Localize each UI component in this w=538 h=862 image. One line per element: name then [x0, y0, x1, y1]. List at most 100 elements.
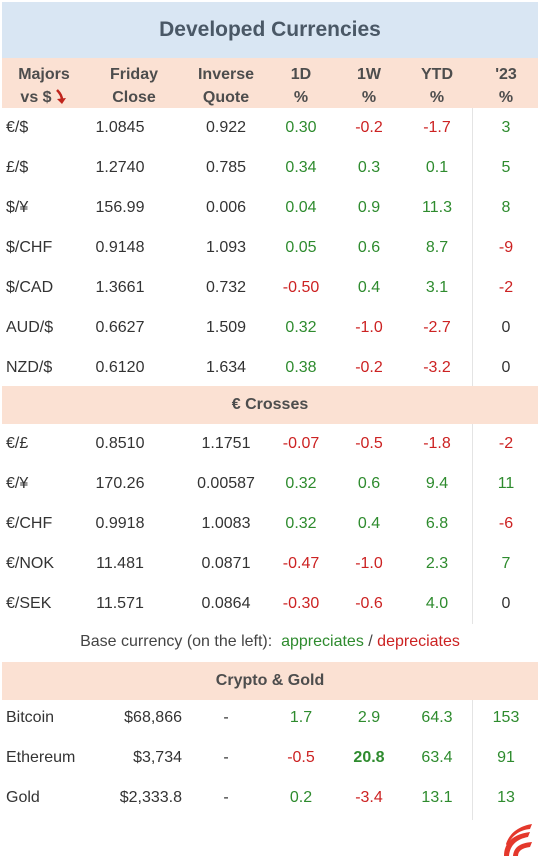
column-header-row: Majors vs $ Friday Close Inverse Quote 1…: [2, 58, 538, 108]
change-ytd: -3.2: [423, 359, 451, 376]
inverse-quote: -: [223, 789, 229, 806]
col-inverse-line1: Inverse: [197, 66, 255, 83]
change-2023: 7: [501, 555, 511, 572]
table-title: Developed Currencies: [159, 18, 381, 41]
change-1d: 1.7: [289, 709, 313, 726]
column-divider: [472, 424, 473, 624]
asset-name: Bitcoin: [6, 709, 55, 726]
change-1w: 20.8: [353, 749, 385, 766]
pair-name: $/CHF: [6, 239, 53, 256]
change-1d: -0.5: [287, 749, 315, 766]
change-2023: 5: [501, 159, 511, 176]
inverse-quote: -: [223, 749, 229, 766]
table-row: Gold $2,333.8 - 0.2 -3.4 13.1 13: [2, 778, 538, 818]
change-1w: 0.9: [357, 199, 381, 216]
change-2023: -6: [498, 515, 514, 532]
inverse-quote: 1.634: [205, 359, 247, 376]
sort-down-arrow-icon[interactable]: [54, 89, 68, 105]
friday-close: 0.6627: [95, 319, 145, 336]
inverse-quote: 0.006: [205, 199, 247, 216]
pair-name: €/NOK: [6, 555, 55, 572]
col-2023[interactable]: '23 %: [474, 63, 538, 109]
column-divider: [472, 700, 473, 820]
col-1w[interactable]: 1W %: [338, 63, 400, 109]
table-row: €/¥ 170.26 0.00587 0.32 0.6 9.4 11: [2, 464, 538, 504]
change-2023: 153: [492, 709, 520, 726]
pair-name: €/CHF: [6, 515, 53, 532]
friday-close: $2,333.8: [119, 789, 182, 806]
col-friday-line2: Close: [112, 89, 156, 106]
change-1w: 0.6: [357, 239, 381, 256]
change-1w: 0.3: [357, 159, 381, 176]
change-1w: -0.2: [355, 359, 383, 376]
col-2023-line1: '23: [495, 66, 517, 83]
inverse-quote: 1.093: [205, 239, 247, 256]
inverse-quote: 0.0864: [201, 595, 251, 612]
change-2023: -9: [498, 239, 514, 256]
friday-close: 0.9148: [95, 239, 145, 256]
friday-close: 156.99: [95, 199, 145, 216]
change-ytd: 11.3: [422, 199, 452, 216]
pair-name: $/CAD: [6, 279, 54, 296]
inverse-quote: 1.509: [205, 319, 247, 336]
change-1w: -1.0: [355, 319, 383, 336]
pair-name: NZD/$: [6, 359, 53, 376]
change-ytd: -1.8: [423, 435, 451, 452]
change-1d: 0.38: [285, 359, 317, 376]
change-1d: 0.34: [285, 159, 317, 176]
change-1w: -0.6: [355, 595, 383, 612]
change-ytd: 63.4: [421, 749, 453, 766]
table-row: AUD/$ 0.6627 1.509 0.32 -1.0 -2.7 0: [2, 308, 538, 348]
change-1d: 0.2: [289, 789, 313, 806]
col-2023-line2: %: [498, 89, 514, 106]
col-1w-line1: 1W: [357, 66, 381, 83]
table-row: €/£ 0.8510 1.1751 -0.07 -0.5 -1.8 -2: [2, 424, 538, 464]
table-row: €/CHF 0.9918 1.0083 0.32 0.4 6.8 -6: [2, 504, 538, 544]
inverse-quote: -: [223, 709, 229, 726]
col-inverse-quote[interactable]: Inverse Quote: [182, 63, 270, 109]
col-1d[interactable]: 1D %: [270, 63, 332, 109]
change-ytd: 0.1: [425, 159, 449, 176]
col-ytd[interactable]: YTD %: [406, 63, 468, 109]
table-row: £/$ 1.2740 0.785 0.34 0.3 0.1 5: [2, 148, 538, 188]
section-title: € Crosses: [231, 396, 309, 413]
asset-name: Gold: [6, 789, 40, 806]
friday-close: 1.0845: [95, 119, 145, 136]
col-friday-close[interactable]: Friday Close: [96, 63, 172, 109]
friday-close: 0.8510: [95, 435, 145, 452]
friday-close: 11.571: [96, 595, 144, 612]
friday-close: $3,734: [133, 749, 182, 766]
change-ytd: 6.8: [425, 515, 449, 532]
change-1d: 0.32: [285, 475, 317, 492]
pair-name: €/SEK: [6, 595, 52, 612]
change-1d: 0.32: [285, 515, 317, 532]
col-ytd-line1: YTD: [421, 66, 453, 83]
pair-name: €/¥: [6, 475, 29, 492]
col-majors-line2: vs $: [20, 89, 52, 106]
table-row: €/$ 1.0845 0.922 0.30 -0.2 -1.7 3: [2, 108, 538, 148]
table-row: NZD/$ 0.6120 1.634 0.38 -0.2 -3.2 0: [2, 348, 538, 388]
friday-close: 170.26: [95, 475, 145, 492]
pair-name: $/¥: [6, 199, 29, 216]
col-majors[interactable]: Majors vs $: [6, 63, 82, 109]
change-ytd: 13.1: [421, 789, 453, 806]
change-2023: 0: [501, 595, 511, 612]
friday-close: 0.9918: [95, 515, 145, 532]
legend-prefix: Base currency (on the left):: [80, 633, 273, 650]
col-majors-line1: Majors: [18, 66, 70, 83]
table-row: €/SEK 11.571 0.0864 -0.30 -0.6 4.0 0: [2, 584, 538, 624]
change-ytd: -1.7: [423, 119, 451, 136]
change-1w: 2.9: [357, 709, 381, 726]
color-legend: Base currency (on the left): appreciates…: [2, 622, 538, 662]
friday-close: 0.6120: [95, 359, 145, 376]
change-2023: -2: [498, 435, 514, 452]
friday-close: $68,866: [124, 709, 182, 726]
inverse-quote: 1.1751: [201, 435, 251, 452]
column-divider: [472, 108, 473, 388]
change-2023: 0: [501, 359, 511, 376]
pair-name: £/$: [6, 159, 29, 176]
section-header-crypto: Crypto & Gold: [2, 662, 538, 700]
legend-depreciates: depreciates: [377, 633, 460, 650]
change-1d: 0.04: [285, 199, 317, 216]
change-1w: 0.4: [357, 515, 381, 532]
